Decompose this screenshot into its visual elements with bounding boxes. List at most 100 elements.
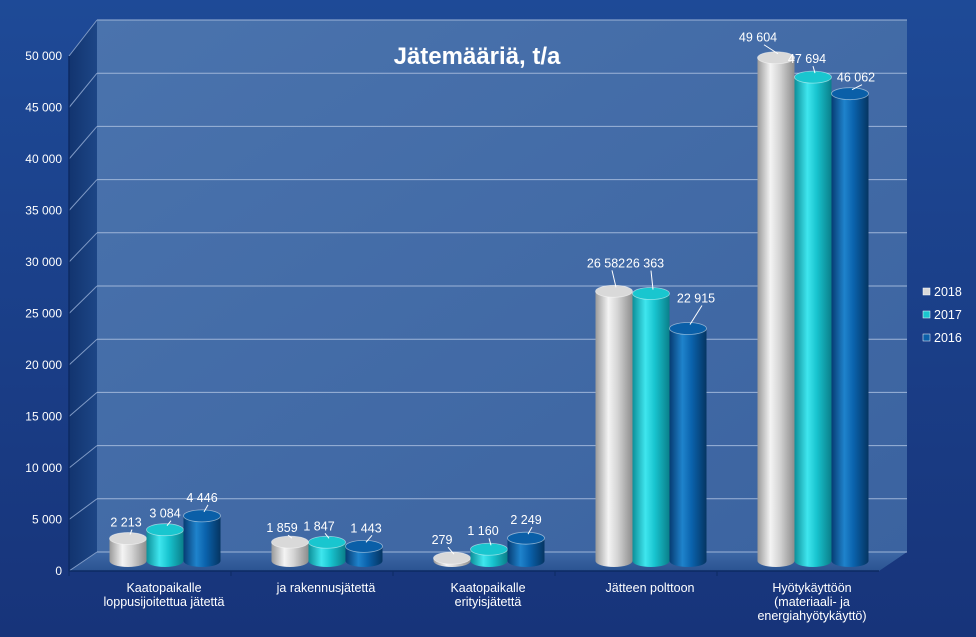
gridline-side [68,445,98,469]
y-tick-label: 25 000 [25,307,62,321]
legend-swatch [922,333,931,342]
data-label: 49 604 [739,31,777,45]
bar-base [308,555,346,567]
data-label: 2 213 [110,516,141,530]
data-label-leader [324,532,330,539]
bar-2018 [271,535,309,567]
data-label-leader [527,526,533,535]
data-label: 1 847 [303,519,334,533]
bar-top [271,535,309,549]
gridline-side [68,232,98,263]
gridline-side [68,498,98,520]
legend-label: 2018 [934,285,962,299]
data-label-leader [812,65,816,74]
bar-base [507,555,545,567]
bar-body [183,515,221,561]
bar-base [271,555,309,567]
bar-body [632,293,670,561]
y-tick-label: 35 000 [25,204,62,218]
data-label: 1 859 [266,521,297,535]
y-tick-label: 45 000 [25,101,62,115]
y-tick-label: 20 000 [25,358,62,372]
bar-top [345,539,383,553]
data-labels: 2 213 3 084 4 446 1 859 1 847 1 443 279 1 160 2 … [110,31,875,555]
gridline-side [68,392,98,417]
bar-2016 [183,509,221,567]
category-label: Kaatopaikalle loppusijoitettua jätettä [104,581,225,609]
bar-base [470,555,508,567]
legend-label: 2017 [934,308,962,322]
data-label-leader [763,44,779,55]
legend-swatch [922,310,931,319]
data-label: 1 443 [350,521,381,535]
plot-side-wall [69,20,97,571]
bar-top [831,87,869,101]
bar-2017 [794,70,832,567]
bar-top [632,287,670,300]
bar-top [507,531,545,545]
x-axis: Kaatopaikalle loppusijoitettua jätettä ja … [68,571,867,623]
gridline-side [68,126,98,160]
data-label: 47 694 [788,52,826,66]
bar-body [507,538,545,561]
gridline-side [68,551,98,572]
y-tick-label: 50 000 [25,49,62,63]
category-label: Hyötykäyttöön (materiaali- ja energiahyöty… [757,581,866,623]
bar-base [595,555,633,567]
data-label-leader [203,504,209,513]
bar-top [595,284,633,298]
bar-2017 [146,523,184,567]
bar-top [794,70,832,84]
data-label: 22 915 [677,292,715,306]
legend-label: 2016 [934,331,962,345]
bar-base [109,555,147,567]
bar-base [757,555,795,567]
bar-2018 [595,284,633,567]
bar-body [669,328,707,561]
bar-top [183,509,221,523]
bar-2016 [669,322,707,567]
gridline-side [68,19,98,57]
bars [109,51,869,567]
data-label-leader [611,270,617,288]
data-label: 3 084 [149,507,180,521]
y-tick-label: 30 000 [25,255,62,269]
data-label: 26 363 [626,257,664,271]
category-label: ja rakennusjätettä [276,581,376,595]
gridline-side [68,285,98,314]
bar-body [757,57,795,562]
data-label-leader [365,535,373,543]
bar-base [794,555,832,567]
bar-2017 [632,287,670,567]
y-tick-label: 5 000 [32,513,62,527]
data-label-leader [287,534,293,539]
bar-2017 [308,535,346,567]
category-label: Jätteen polttoon [606,581,695,595]
category-label: Kaatopaikalle erityisjätettä [450,581,525,609]
bar-body [595,291,633,561]
legend-swatch [922,287,931,296]
y-tick-label: 10 000 [25,461,62,475]
data-label-leader [851,84,863,91]
y-tick-label: 40 000 [25,152,62,166]
bar-base [632,555,670,567]
bar-2018 [757,51,795,567]
bar-base [146,555,184,567]
data-label-leader [447,546,455,555]
bar-top [433,551,471,565]
gridline-side [68,338,98,366]
bar-2016 [831,87,869,567]
data-label: 26 582 [587,256,625,270]
gridline-side [68,179,98,211]
data-label: 279 [432,533,453,547]
bar-2016 [345,539,383,567]
data-label: 46 062 [837,71,875,85]
bar-2017 [470,542,508,567]
y-tick-label: 0 [55,564,62,578]
bar-body [831,93,869,561]
data-label: 2 249 [510,513,541,527]
bar-base [831,555,869,567]
bar-base [183,555,221,567]
bar-top [308,535,346,549]
